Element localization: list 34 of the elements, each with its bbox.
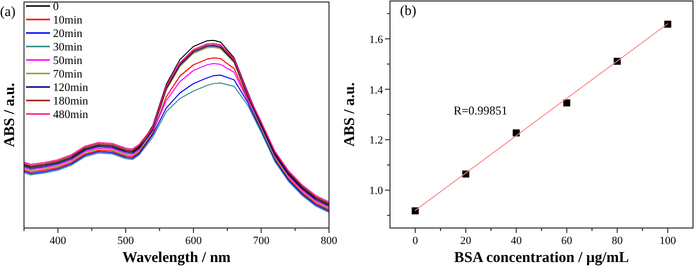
y-tick-label: 1.6 <box>369 34 384 46</box>
legend-label: 10min <box>53 14 83 26</box>
point <box>563 99 570 106</box>
y-tick-label: 1.2 <box>369 134 383 147</box>
x-axis-title: Wavelength / nm <box>122 250 232 266</box>
legend-label: 20min <box>53 28 83 40</box>
legend-label: 180min <box>53 96 88 108</box>
y-axis-title: ABS / a.u. <box>342 82 358 147</box>
x-axis-title: BSA concentration / μg/mL <box>454 250 629 266</box>
legend-label: 480min <box>53 109 88 121</box>
x-tick-label: 100 <box>660 235 676 247</box>
legend-label: 0 <box>53 1 59 13</box>
y-tick-label: 1.4 <box>369 84 384 96</box>
x-tick-label: 600 <box>185 235 202 247</box>
chart-title: (b) <box>400 4 417 19</box>
legend-label: 70min <box>53 68 83 80</box>
text: 1.0 <box>369 185 383 198</box>
x-tick-label: 80 <box>612 235 624 247</box>
chart-title: (a) <box>0 5 16 20</box>
y-axis-title: ABS / a.u. <box>2 82 18 148</box>
x-tick-label: 40 <box>510 235 522 247</box>
legend-label: 30min <box>53 42 83 54</box>
point <box>664 20 672 28</box>
x-tick-label: 0 <box>412 235 418 247</box>
legend-label: 120min <box>53 82 88 94</box>
x-tick-label: 60 <box>561 235 573 247</box>
x-tick-label: 20 <box>460 235 472 247</box>
x-tick-label: 500 <box>117 235 134 247</box>
x-tick-label: 800 <box>320 235 338 247</box>
x-tick-label: 700 <box>252 235 270 247</box>
annotation: R=0.99851 <box>454 104 508 118</box>
point <box>412 207 419 214</box>
legend-label: 50min <box>53 55 83 67</box>
x-tick-label: 400 <box>50 235 67 247</box>
